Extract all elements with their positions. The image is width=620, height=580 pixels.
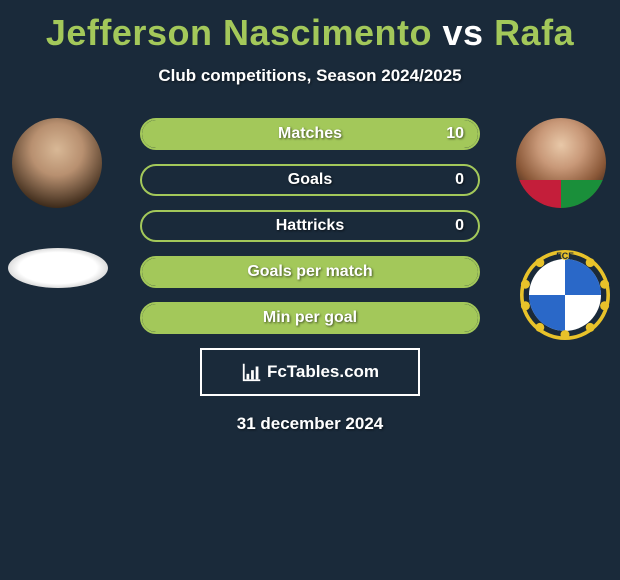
brand-text: FcTables.com bbox=[267, 362, 379, 382]
stat-bar-label: Goals bbox=[288, 171, 332, 189]
stat-bar-right-value: 0 bbox=[455, 171, 464, 189]
stat-bar-label: Matches bbox=[278, 125, 342, 143]
club-2-badge: FCF bbox=[520, 250, 610, 340]
stat-bar: Goals per match bbox=[140, 256, 480, 288]
stat-bar-label: Hattricks bbox=[276, 217, 344, 235]
title-player-2: Rafa bbox=[494, 12, 574, 53]
stat-bar: Matches 10 bbox=[140, 118, 480, 150]
stat-bar-right-value: 0 bbox=[455, 217, 464, 235]
chart-icon bbox=[241, 361, 263, 383]
subtitle: Club competitions, Season 2024/2025 bbox=[0, 66, 620, 86]
stat-bar: Min per goal bbox=[140, 302, 480, 334]
avatar-placeholder bbox=[516, 118, 606, 208]
date-line: 31 december 2024 bbox=[10, 414, 610, 434]
stat-bar-label: Min per goal bbox=[263, 309, 357, 327]
comparison-panel: FCF Matches 10 Goals 0 Hattricks 0 Goals per m… bbox=[0, 118, 620, 434]
stat-bar-label: Goals per match bbox=[247, 263, 372, 281]
stat-bars: Matches 10 Goals 0 Hattricks 0 Goals per match… bbox=[140, 118, 480, 334]
avatar-placeholder bbox=[12, 118, 102, 208]
club-1-badge bbox=[8, 248, 108, 288]
stat-bar: Goals 0 bbox=[140, 164, 480, 196]
title-vs: vs bbox=[432, 12, 494, 53]
club-2-letters: FCF bbox=[556, 251, 574, 261]
stat-bar: Hattricks 0 bbox=[140, 210, 480, 242]
player-2-avatar bbox=[516, 118, 606, 208]
page-title: Jefferson Nascimento vs Rafa bbox=[0, 0, 620, 54]
title-player-1: Jefferson Nascimento bbox=[46, 12, 432, 53]
stat-bar-right-value: 10 bbox=[446, 125, 464, 143]
player-1-avatar bbox=[12, 118, 102, 208]
brand-box: FcTables.com bbox=[200, 348, 420, 396]
